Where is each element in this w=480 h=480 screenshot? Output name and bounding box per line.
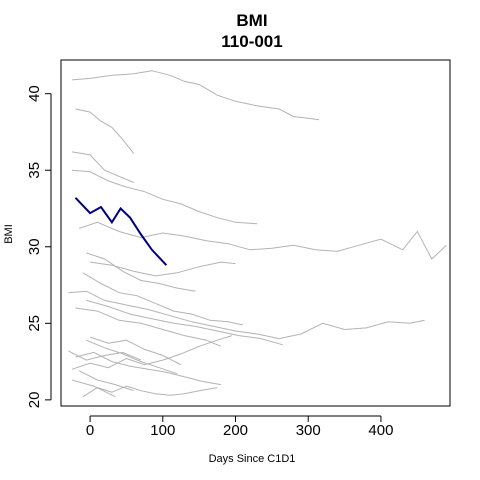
- y-axis-label: BMI: [3, 224, 15, 244]
- y-axis: 20 25 30 35 40: [26, 85, 52, 409]
- x-tick-label: 200: [223, 422, 248, 439]
- subject-series-line-5: [79, 221, 447, 260]
- x-tick-label: 300: [296, 422, 321, 439]
- y-tick-label: 20: [26, 392, 43, 409]
- subject-series-line-14: [75, 351, 222, 386]
- plot-frame: [60, 59, 451, 407]
- x-axis-label: Days Since C1D1: [209, 453, 296, 465]
- x-axis: 0 100 200 300 400: [86, 415, 393, 439]
- y-tick-label: 30: [26, 238, 43, 255]
- chart-subtitle: 110-001: [221, 32, 282, 51]
- subject-series-line-12: [68, 350, 142, 361]
- y-tick-label: 25: [26, 315, 43, 332]
- subject-series-line-7: [86, 252, 196, 292]
- subject-series-line-9: [82, 272, 243, 326]
- y-tick-label: 35: [26, 162, 43, 179]
- subject-series-line-3: [71, 151, 134, 183]
- subject-series-line-8: [68, 290, 425, 340]
- chart-title: BMI: [236, 11, 267, 30]
- subject-series-line-17: [86, 339, 178, 375]
- subject-series-line-4: [71, 169, 258, 225]
- subject-series-line-11: [75, 307, 222, 347]
- subject-series-line-18: [89, 336, 182, 366]
- subject-series-line-15: [78, 370, 134, 392]
- subject-series-line-13: [71, 335, 233, 370]
- subject-series-line-1: [71, 70, 320, 121]
- x-tick-label: 0: [86, 422, 94, 439]
- subject-series-line-2: [75, 108, 135, 154]
- subject-series-line-16: [82, 385, 218, 398]
- subject-series-line-19: [71, 379, 116, 398]
- plot-lines: [68, 70, 447, 398]
- y-tick-label: 40: [26, 85, 43, 102]
- subject-series-line-10: [86, 299, 283, 346]
- x-tick-label: 100: [150, 422, 175, 439]
- x-tick-label: 400: [368, 422, 393, 439]
- highlight-series-line: [74, 197, 168, 266]
